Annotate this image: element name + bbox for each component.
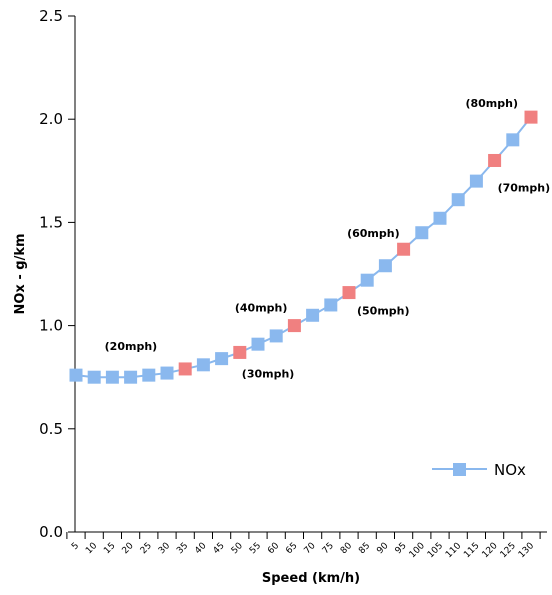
x-tick-label: 105 — [426, 541, 445, 560]
y-tick-label: 0.5 — [39, 420, 63, 438]
x-tick-label: 45 — [212, 541, 227, 556]
data-point — [378, 259, 392, 273]
x-tick-label: 50 — [230, 541, 245, 556]
highlighted-data-point — [178, 362, 192, 376]
nox-series-line — [75, 116, 532, 379]
x-tick-label: 15 — [102, 541, 117, 556]
y-tick-label: 2.0 — [39, 110, 63, 128]
highlighted-data-point — [524, 110, 538, 124]
axes — [74, 16, 547, 533]
x-tick-label: 125 — [499, 541, 518, 560]
y-axis-title: NOx - g/km — [13, 233, 28, 314]
x-tick-label: 100 — [408, 541, 427, 560]
speed-annotation: (60mph) — [347, 227, 400, 240]
data-point — [360, 273, 374, 287]
data-point — [215, 352, 229, 366]
highlighted-data-point — [287, 319, 301, 333]
x-axis-title: Speed (km/h) — [262, 571, 360, 586]
y-ticks: 0.0 0.5 1.0 1.5 2.0 2.5 — [39, 7, 75, 541]
data-point — [105, 370, 119, 384]
data-point — [306, 308, 320, 322]
x-tick-label: 5 — [70, 541, 81, 552]
data-point — [451, 193, 465, 207]
x-tick-label: 60 — [266, 541, 281, 556]
y-tick-label: 0.0 — [39, 523, 63, 541]
data-point — [433, 211, 447, 225]
data-point — [469, 174, 483, 188]
speed-annotation: (70mph) — [498, 181, 551, 194]
x-tick-label: 40 — [193, 541, 208, 556]
data-point — [269, 329, 283, 343]
series — [69, 110, 538, 384]
data-point — [69, 368, 83, 382]
legend-marker-swatch — [453, 463, 466, 476]
x-tick-label: 65 — [284, 541, 299, 556]
highlighted-data-point — [342, 286, 356, 300]
speed-annotation: (80mph) — [465, 97, 518, 110]
x-tick-label: 85 — [357, 541, 372, 556]
highlighted-data-point — [233, 345, 247, 359]
x-tick-label: 25 — [139, 541, 154, 556]
speed-annotation: (40mph) — [235, 302, 288, 315]
data-point — [324, 298, 338, 312]
speed-annotation: (30mph) — [242, 367, 295, 380]
x-tick-label: 30 — [157, 541, 172, 556]
legend: NOx — [432, 461, 526, 479]
x-tick-label: 80 — [339, 541, 354, 556]
speed-annotation: (20mph) — [105, 340, 158, 353]
x-tick-label: 90 — [375, 541, 390, 556]
x-tick-label: 115 — [462, 541, 481, 560]
highlighted-data-point — [488, 153, 502, 167]
data-point — [251, 337, 265, 351]
y-tick-label: 1.0 — [39, 317, 63, 335]
x-tick-label: 20 — [121, 541, 136, 556]
legend-label: NOx — [494, 461, 526, 479]
data-point — [142, 368, 156, 382]
x-tick-label: 130 — [517, 541, 536, 560]
x-tick-label: 70 — [303, 541, 318, 556]
speed-annotation: (50mph) — [357, 305, 410, 318]
data-point — [506, 133, 520, 147]
x-tick-label: 55 — [248, 541, 263, 556]
x-tick-label: 10 — [84, 541, 99, 556]
data-point — [160, 366, 174, 380]
y-tick-label: 1.5 — [39, 213, 63, 231]
x-ticks: 5 10 15 20 25 30 35 40 45 50 55 60 65 70 75 80 85 90 95100… — [66, 532, 541, 560]
data-point — [415, 226, 429, 240]
x-tick-label: 75 — [321, 541, 336, 556]
x-tick-label: 35 — [175, 541, 190, 556]
x-tick-label: 110 — [444, 541, 463, 560]
highlighted-data-point — [397, 242, 411, 256]
y-tick-label: 2.5 — [39, 7, 63, 25]
data-point — [124, 370, 138, 384]
x-tick-label: 95 — [394, 541, 409, 556]
data-point — [87, 370, 101, 384]
data-point — [196, 358, 210, 372]
annotations: (20mph) (30mph) (40mph) (50mph) (60mph) (70mp… — [105, 97, 550, 380]
x-tick-label: 120 — [480, 541, 499, 560]
